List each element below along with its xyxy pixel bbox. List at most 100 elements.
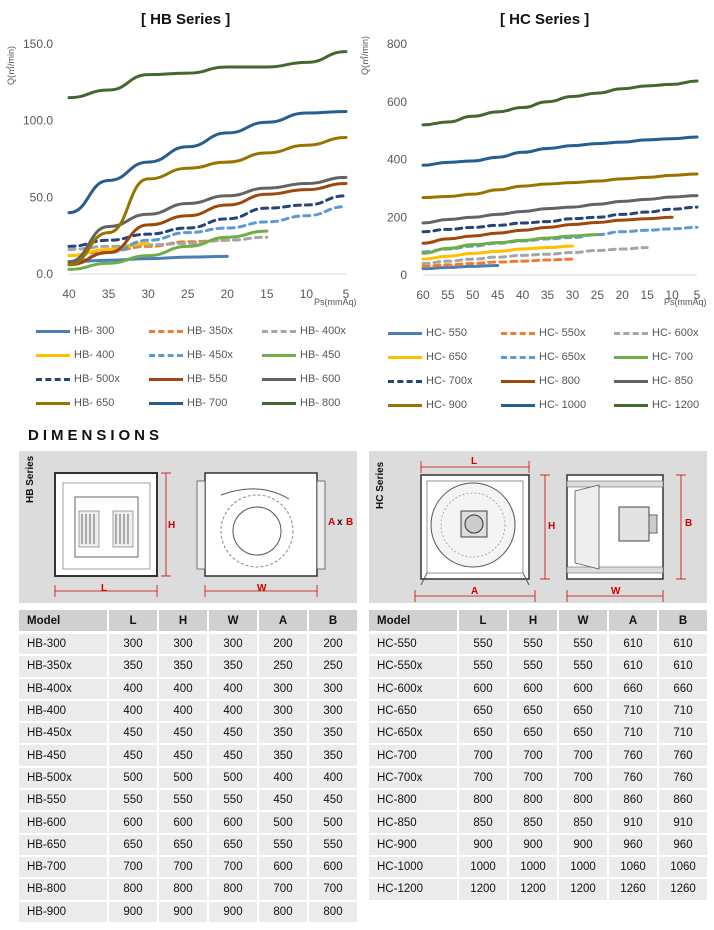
- hc-legend-swatch: [614, 331, 648, 335]
- hc-table-cell: 1000: [509, 856, 559, 880]
- hb-table-cell: 450: [109, 723, 159, 746]
- hc-y-tick-label: 400: [387, 153, 407, 167]
- hc-table-cell: 600: [509, 678, 559, 701]
- hc-table-cell: 650: [509, 723, 559, 746]
- hb-table-cell: 700: [259, 879, 309, 902]
- hc-legend-item: HC- 700x: [388, 374, 472, 388]
- hb-table-cell: 700: [109, 856, 159, 880]
- hb-legend-swatch: [262, 353, 296, 357]
- table-row: HC-800 800 800 800 860 860: [369, 790, 709, 813]
- hb-x-axis-label: Ps(mmAq): [314, 297, 357, 307]
- hc-table-cell: 710: [609, 700, 659, 724]
- hb-table-cell: 650: [159, 834, 209, 857]
- hc-legend-swatch: [388, 331, 422, 335]
- hc-table-cell: 760: [659, 767, 709, 791]
- hc-table-cell: 910: [659, 812, 709, 835]
- hc-table-cell: 710: [609, 723, 659, 746]
- table-row: HB-700 700 700 700 600 600: [19, 856, 359, 880]
- hc-column-header: Model: [369, 610, 459, 634]
- hb-table-cell: HB-450x: [19, 723, 109, 746]
- hc-legend-swatch: [388, 403, 422, 407]
- hb-table-cell: 600: [259, 856, 309, 880]
- table-row: HB-300 300 300 300 200 200: [19, 634, 359, 657]
- hb-legend-item: HB- 300: [36, 324, 114, 338]
- hb-drawing: H L W A x B: [54, 472, 353, 597]
- hc-table-cell: 1060: [609, 856, 659, 880]
- hc-x-tick-label: 50: [466, 288, 480, 302]
- hc-table-cell: 710: [659, 700, 709, 724]
- hc-x-tick-label: 30: [566, 288, 580, 302]
- hc-legend-item: HC- 550: [388, 326, 467, 340]
- hc-legend-label: HC- 700: [652, 351, 693, 363]
- hb-table-cell: 450: [159, 723, 209, 746]
- hc-legend-swatch: [614, 355, 648, 359]
- hb-table-cell: HB-400x: [19, 678, 109, 701]
- hb-legend-swatch: [36, 377, 70, 381]
- hb-table-cell: 400: [309, 767, 359, 791]
- hb-table-cell: 350: [309, 745, 359, 768]
- hb-series-line: [67, 235, 269, 251]
- hb-table-cell: HB-500x: [19, 767, 109, 791]
- hc-table-cell: HC-1200: [369, 879, 459, 902]
- hc-table-cell: 860: [609, 790, 659, 813]
- hb-legend-label: HB- 450: [300, 349, 341, 361]
- hb-legend-item: HB- 450: [262, 348, 340, 362]
- hb-table-cell: HB-900: [19, 901, 109, 924]
- hb-table-cell: 900: [159, 901, 209, 924]
- hc-legend-item: HC- 1000: [501, 398, 586, 412]
- table-row: HB-650 650 650 650 550 550: [19, 834, 359, 857]
- hb-dim-a: A: [328, 517, 335, 528]
- hc-column-header: W: [559, 610, 609, 634]
- hc-legend-label: HC- 550x: [539, 327, 586, 339]
- hc-table-cell: HC-600x: [369, 678, 459, 701]
- hc-column-header: B: [659, 610, 709, 634]
- hb-table-cell: 400: [109, 678, 159, 701]
- hc-y-tick-label: 200: [387, 210, 407, 224]
- table-row: HC-900 900 900 900 960 960: [369, 834, 709, 857]
- hc-legend-swatch: [501, 355, 535, 359]
- hb-series-line: [67, 254, 229, 264]
- hc-column-header: H: [509, 610, 559, 634]
- hb-series-line: [67, 136, 348, 267]
- hc-table-cell: 610: [609, 634, 659, 657]
- hc-table-cell: 860: [659, 790, 709, 813]
- hc-table-cell: 850: [509, 812, 559, 835]
- hb-x-tick-label: 25: [181, 287, 195, 301]
- hb-legend-swatch: [149, 329, 183, 333]
- hb-legend-item: HB- 500x: [36, 372, 120, 386]
- hb-table-cell: 300: [159, 634, 209, 657]
- hc-table-cell: 700: [559, 745, 609, 768]
- hc-x-tick-label: 5: [694, 288, 701, 302]
- hc-legend-item: HC- 650: [388, 350, 467, 364]
- hb-legend-item: HB- 400x: [262, 324, 346, 338]
- hb-legend: HB- 300 HB- 350x HB- 400x HB- 400 HB- 450x HB…: [36, 324, 356, 419]
- hb-dim-w: W: [257, 583, 267, 594]
- hb-table-cell: HB-300: [19, 634, 109, 657]
- table-row: HC-700x 700 700 700 760 760: [369, 767, 709, 791]
- table-row: HB-400 400 400 400 300 300: [19, 700, 359, 724]
- hb-table-cell: 450: [209, 723, 259, 746]
- table-row: HC-650x 650 650 650 710 710: [369, 723, 709, 746]
- hc-series-line: [421, 244, 574, 261]
- hb-legend-label: HB- 800: [300, 397, 341, 409]
- hb-table-cell: 600: [159, 812, 209, 835]
- hb-table-cell: 450: [259, 790, 309, 813]
- hc-table-cell: HC-800: [369, 790, 459, 813]
- hc-table-cell: 850: [559, 812, 609, 835]
- hc-table-cell: 550: [559, 656, 609, 679]
- hb-y-tick-label: 100.0: [23, 114, 53, 128]
- hb-table-cell: 350: [109, 656, 159, 679]
- hb-table-cell: 350: [309, 723, 359, 746]
- hb-table-cell: 600: [309, 856, 359, 880]
- hc-legend-swatch: [501, 403, 535, 407]
- hb-legend-item: HB- 800: [262, 396, 340, 410]
- hb-legend-swatch: [36, 401, 70, 405]
- hc-table-cell: 660: [609, 678, 659, 701]
- hc-table-cell: HC-850: [369, 812, 459, 835]
- hb-series-line: [67, 194, 348, 248]
- hc-table-cell: HC-1000: [369, 856, 459, 880]
- hc-series-line: [421, 205, 699, 234]
- hc-table-cell: 610: [659, 656, 709, 679]
- hc-table-cell: 610: [609, 656, 659, 679]
- hb-table-cell: 650: [209, 834, 259, 857]
